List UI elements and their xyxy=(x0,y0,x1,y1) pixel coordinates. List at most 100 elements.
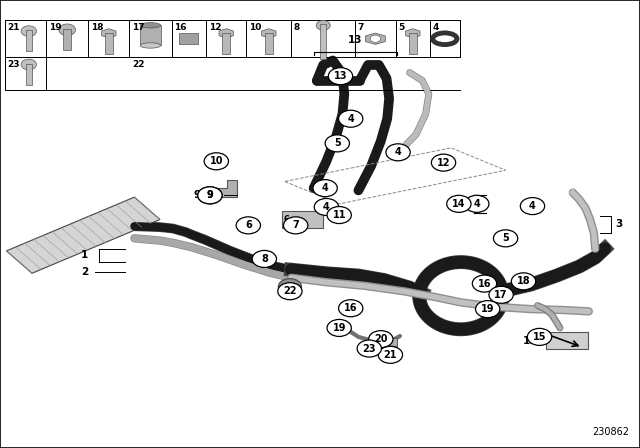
Text: 4: 4 xyxy=(529,201,536,211)
Bar xyxy=(63,30,71,50)
Circle shape xyxy=(357,340,381,357)
Text: 5: 5 xyxy=(334,138,340,148)
Text: 15: 15 xyxy=(532,332,547,342)
Text: 12: 12 xyxy=(436,158,451,168)
Text: 18: 18 xyxy=(516,276,531,286)
Bar xyxy=(223,34,230,55)
Text: 4: 4 xyxy=(322,183,328,193)
Text: 7: 7 xyxy=(358,23,364,32)
Text: 6: 6 xyxy=(284,215,289,224)
Text: 21: 21 xyxy=(8,23,20,32)
Circle shape xyxy=(465,195,489,212)
Circle shape xyxy=(386,144,410,161)
Text: 16: 16 xyxy=(344,303,358,313)
Text: 7: 7 xyxy=(292,220,299,230)
Text: 10: 10 xyxy=(249,23,261,32)
Polygon shape xyxy=(365,33,385,44)
Text: 8: 8 xyxy=(261,254,268,264)
Bar xyxy=(409,34,417,55)
Circle shape xyxy=(378,346,403,363)
Text: 21: 21 xyxy=(383,350,397,360)
Bar xyxy=(105,34,113,55)
Circle shape xyxy=(314,198,339,215)
Text: 10: 10 xyxy=(209,156,223,166)
Polygon shape xyxy=(219,29,234,38)
Text: 23: 23 xyxy=(362,344,376,353)
Circle shape xyxy=(204,153,228,170)
Text: 18: 18 xyxy=(91,23,104,32)
Text: 14: 14 xyxy=(451,199,466,209)
Polygon shape xyxy=(6,197,160,273)
Circle shape xyxy=(340,112,361,126)
Circle shape xyxy=(21,26,36,37)
Text: 17: 17 xyxy=(494,290,508,300)
Bar xyxy=(378,338,397,346)
Bar xyxy=(26,64,32,85)
Bar xyxy=(282,211,323,228)
Polygon shape xyxy=(406,29,420,38)
Text: 23: 23 xyxy=(8,60,20,69)
Bar xyxy=(265,34,273,55)
Text: 1: 1 xyxy=(81,250,88,260)
Text: 16: 16 xyxy=(477,279,492,289)
Text: 9: 9 xyxy=(207,190,213,200)
Text: 6: 6 xyxy=(245,220,252,230)
Text: 4: 4 xyxy=(395,147,401,157)
Circle shape xyxy=(198,187,222,204)
Text: 22: 22 xyxy=(132,60,145,69)
Text: 19: 19 xyxy=(481,304,495,314)
Circle shape xyxy=(252,250,276,267)
Bar xyxy=(546,332,588,349)
Circle shape xyxy=(339,300,363,317)
Circle shape xyxy=(390,146,406,158)
Polygon shape xyxy=(262,29,276,38)
Circle shape xyxy=(313,180,337,197)
Text: 15: 15 xyxy=(523,336,538,346)
Bar xyxy=(179,33,198,44)
Circle shape xyxy=(284,217,308,234)
Text: 230862: 230862 xyxy=(593,427,630,437)
Bar xyxy=(26,30,32,52)
Circle shape xyxy=(369,331,393,348)
Circle shape xyxy=(489,286,513,303)
Circle shape xyxy=(370,35,380,43)
Text: 13: 13 xyxy=(348,35,362,45)
Text: 16: 16 xyxy=(174,23,187,32)
Bar xyxy=(140,26,161,46)
Text: 9: 9 xyxy=(194,190,201,200)
Text: 5: 5 xyxy=(502,233,509,243)
Circle shape xyxy=(447,195,471,212)
Polygon shape xyxy=(102,29,116,38)
Text: 4: 4 xyxy=(474,199,480,209)
Circle shape xyxy=(472,275,497,292)
Circle shape xyxy=(325,135,349,152)
Circle shape xyxy=(316,21,330,30)
Text: 9: 9 xyxy=(207,190,213,200)
Bar xyxy=(320,25,326,59)
Text: 5: 5 xyxy=(398,23,404,32)
Text: 3: 3 xyxy=(616,220,623,229)
Text: 11: 11 xyxy=(332,210,346,220)
Circle shape xyxy=(278,283,302,300)
Ellipse shape xyxy=(140,43,161,48)
Circle shape xyxy=(527,328,552,345)
Circle shape xyxy=(476,301,500,318)
Circle shape xyxy=(339,110,363,127)
Ellipse shape xyxy=(140,23,161,28)
Text: 19: 19 xyxy=(332,323,346,333)
Text: 12: 12 xyxy=(209,23,221,32)
Circle shape xyxy=(328,68,353,85)
Text: 4: 4 xyxy=(323,202,330,212)
Circle shape xyxy=(493,230,518,247)
Circle shape xyxy=(278,279,301,295)
Text: 2: 2 xyxy=(81,267,88,277)
Circle shape xyxy=(327,207,351,224)
Circle shape xyxy=(59,24,76,36)
Circle shape xyxy=(327,319,351,336)
Circle shape xyxy=(198,187,222,204)
Text: 22: 22 xyxy=(283,286,297,296)
Circle shape xyxy=(520,198,545,215)
Circle shape xyxy=(431,154,456,171)
Text: 19: 19 xyxy=(49,23,61,32)
Text: 4: 4 xyxy=(433,23,439,32)
